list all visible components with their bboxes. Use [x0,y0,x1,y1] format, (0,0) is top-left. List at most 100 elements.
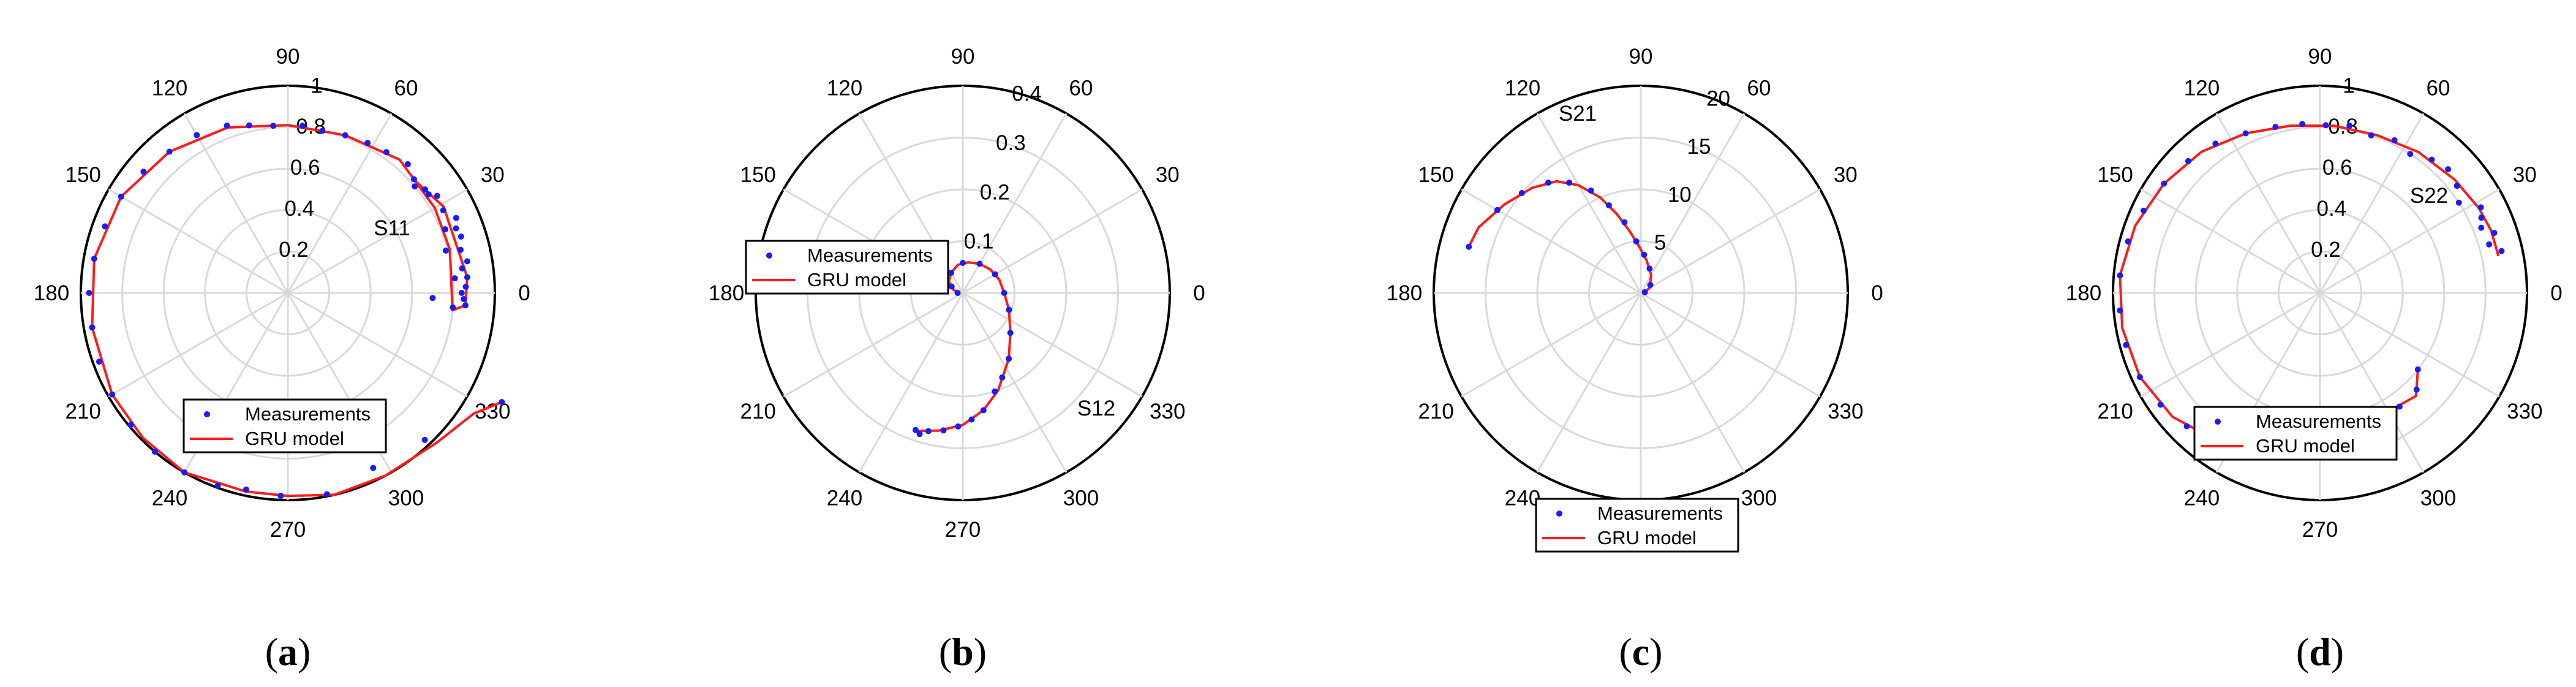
measurement-point [2478,214,2485,221]
measurement-point [1641,289,1648,295]
measurement-point [2346,123,2353,129]
polar-spoke [858,292,964,473]
legend-label-measurements: Measurements [1597,503,1723,524]
measurement-point [2391,137,2398,143]
radial-tick-label: 0.2 [279,238,309,262]
series-label: S12 [1077,397,1115,420]
legend: Measurements GRU model [2193,406,2398,461]
measurement-point [277,493,284,499]
measurement-point [404,161,411,167]
measurement-point [2477,204,2484,211]
polar-spoke [1640,188,1821,294]
radial-tick-label: 20 [1706,87,1730,111]
legend: Measurements GRU model [745,240,949,295]
legend-box [745,240,949,295]
angle-tick-label: 90 [276,45,300,69]
panel-label-paren-close: ) [1649,630,1662,674]
radial-tick-label: 0.6 [290,156,320,180]
panel-label: (b) [939,630,987,674]
measurement-point [976,260,983,267]
measurement-point [96,359,102,365]
panel-label-letter: a [278,630,298,674]
measurement-point [342,132,348,139]
measurement-point [246,122,252,129]
angle-tick-label: 180 [34,281,69,305]
measurement-point [2478,224,2485,231]
panel-label-paren-open: ( [265,630,278,674]
measurement-point [1646,265,1653,272]
angle-tick-label: 0 [518,281,530,305]
measurement-point [243,486,249,493]
polar-chart-b: 0 30 60 90 120 150 180 210 240 270 300 330 0.1 0.2 0.3… [709,45,1205,542]
angle-tick-label: 180 [1387,281,1422,305]
polar-chart-d: 0 30 60 90 120 150 180 210 240 270 300 330 0.2 0.4 0.6… [2066,45,2563,542]
measurement-point [2242,130,2249,137]
measurement-point [194,132,200,139]
measurement-point [440,207,446,214]
measurement-point [2123,341,2130,348]
polar-chart-c: 03060901201501802102402703003305101520S2… [1387,45,1883,553]
angle-tick-label: 330 [1828,400,1863,423]
panel-label-paren-close: ) [2331,630,2344,674]
radial-tick-label: 0.1 [964,230,994,254]
angle-tick-label: 60 [1069,77,1093,101]
measurement-point [458,290,465,296]
measurement-point [948,283,955,290]
measurement-point [1605,202,1612,209]
angle-tick-label: 270 [2302,518,2338,542]
radial-tick-label: 1 [2343,74,2354,97]
angle-tick-label: 120 [1505,77,1540,101]
angle-tick-label: 240 [2184,486,2220,510]
angle-tick-label: 0 [2550,281,2562,305]
measurement-point [224,122,230,129]
angle-tick-label: 30 [1156,163,1180,187]
measurement-point [940,427,947,434]
measurement-point [2454,183,2460,189]
measurement-point [916,431,923,438]
legend-marker-measurements [2215,419,2221,425]
measurement-point [2157,401,2164,408]
angle-tick-label: 150 [740,163,776,187]
panel-label-paren-open: ( [2296,630,2309,674]
measurement-point [2117,307,2123,314]
legend-label-measurements: Measurements [2256,411,2381,432]
measurement-point [86,290,92,296]
polar-spoke [2319,292,2500,398]
measurement-point [214,482,221,489]
angle-tick-label: 300 [1063,486,1099,510]
measurement-point [2136,374,2143,381]
angle-tick-label: 60 [2427,77,2450,101]
measurement-point [89,324,96,331]
measurement-point [102,223,108,230]
measurement-point [458,246,464,253]
radial-tick-label: 0.2 [2311,238,2341,262]
angle-tick-label: 240 [152,486,187,510]
measurement-point [1007,330,1014,336]
angle-tick-label: 120 [827,77,862,101]
polar-spoke [1536,292,1642,473]
measurement-point [2299,121,2306,127]
angle-tick-label: 330 [1150,400,1185,423]
panel-label-paren-open: ( [939,630,952,674]
polar-spoke [1536,113,1642,294]
radial-tick-label: 0.4 [2316,197,2346,221]
measurement-point [1466,243,1472,250]
measurement-point [2322,122,2329,129]
measurement-point [2141,207,2147,214]
measurement-point [464,274,470,281]
angle-tick-label: 0 [1871,281,1883,305]
measurement-point [421,436,428,443]
polar-spoke [2319,188,2500,294]
polar-spoke [1640,292,1746,473]
angle-tick-label: 90 [2308,45,2332,69]
angle-tick-label: 0 [1193,281,1205,305]
radial-tick-label: 0.4 [1012,82,1042,106]
measurement-point [422,186,429,193]
angle-tick-label: 150 [2098,163,2133,187]
angle-tick-label: 30 [481,163,505,187]
measurement-point [925,428,932,435]
measurement-point [1001,290,1007,296]
measurement-point [442,226,448,233]
legend-label-measurements: Measurements [245,403,371,425]
measurement-point [410,176,417,183]
